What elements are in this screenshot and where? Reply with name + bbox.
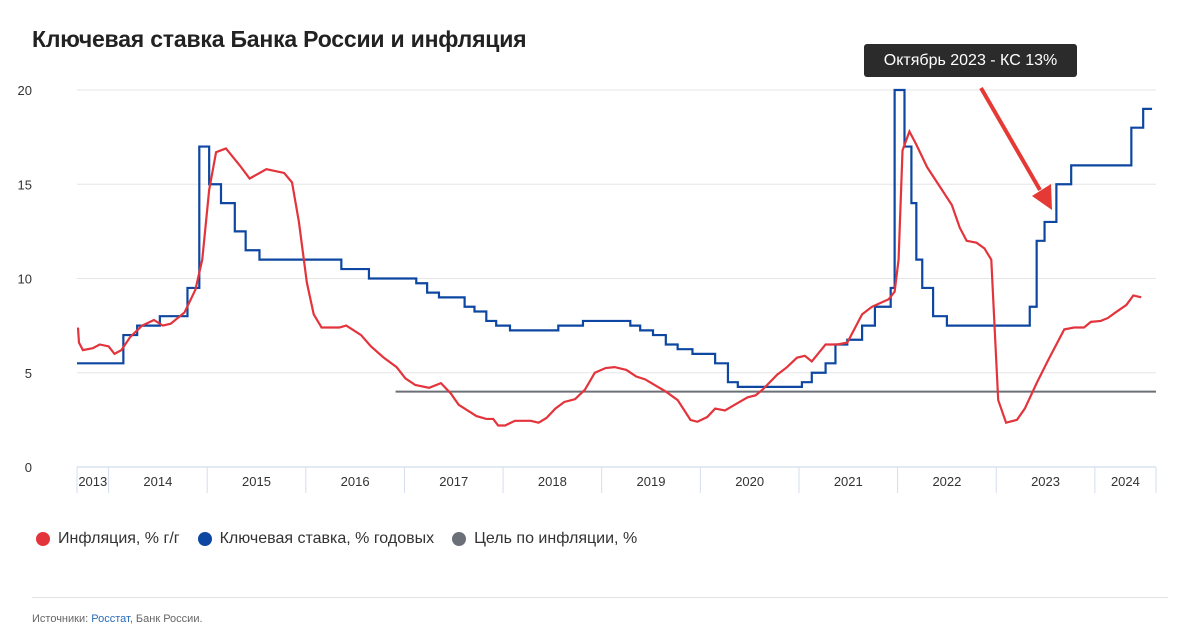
legend-item-key-rate[interactable]: Ключевая ставка, % годовых [197, 530, 435, 548]
y-tick-label: 15 [18, 177, 32, 192]
x-tick-label: 2023 [1031, 474, 1060, 489]
y-tick-label: 20 [18, 83, 32, 98]
legend-label: Цель по инфляции, % [474, 530, 638, 547]
x-tick-label: 2015 [242, 474, 271, 489]
legend-label: Ключевая ставка, % годовых [219, 530, 435, 547]
y-tick-label: 10 [18, 272, 32, 287]
x-tick-label: 2024 [1111, 474, 1140, 489]
legend-dot [452, 532, 467, 546]
chart-canvas: 0 5 10 15 20 2013 2014 2015 2016 2017 2018 2019 2020… [18, 83, 1157, 493]
x-tick-label: 2013 [78, 474, 107, 489]
source-note: Источники: Росстат, Банк России. [32, 613, 203, 625]
divider [32, 597, 1168, 598]
x-tick-label: 2017 [439, 474, 468, 489]
legend-dot [197, 532, 212, 546]
series-line-inflation [76, 128, 1142, 427]
source-suffix: , Банк России. [129, 613, 203, 625]
x-tick-label: 2019 [637, 474, 666, 489]
legend-label: Инфляция, % г/г [58, 530, 180, 547]
legend-dot [36, 532, 50, 546]
x-tick-label: 2021 [834, 474, 863, 489]
annotation-arrow-head [1032, 184, 1052, 210]
legend-item-target[interactable]: Цель по инфляции, % [452, 530, 637, 548]
legend: Инфляция, % г/г Ключевая ставка, % годов… [36, 530, 637, 548]
y-tick-label: 5 [25, 366, 32, 381]
x-tick-label: 2022 [932, 474, 961, 489]
source-link-rosstat[interactable]: Росстат [91, 613, 130, 625]
annotation-tooltip: Октябрь 2023 - КС 13% [864, 44, 1077, 77]
x-tick-label: 2016 [341, 474, 370, 489]
x-tick-label: 2018 [538, 474, 567, 489]
series-line-key-rate [77, 88, 1153, 388]
y-tick-label: 0 [25, 460, 32, 475]
annotation-arrow-shaft [979, 86, 1042, 192]
x-tick-label: 2020 [735, 474, 764, 489]
x-tick-label: 2014 [143, 474, 172, 489]
legend-item-inflation[interactable]: Инфляция, % г/г [36, 530, 180, 548]
chart-title: Ключевая ставка Банка России и инфляция [32, 26, 527, 52]
source-prefix: Источники: [32, 613, 92, 625]
